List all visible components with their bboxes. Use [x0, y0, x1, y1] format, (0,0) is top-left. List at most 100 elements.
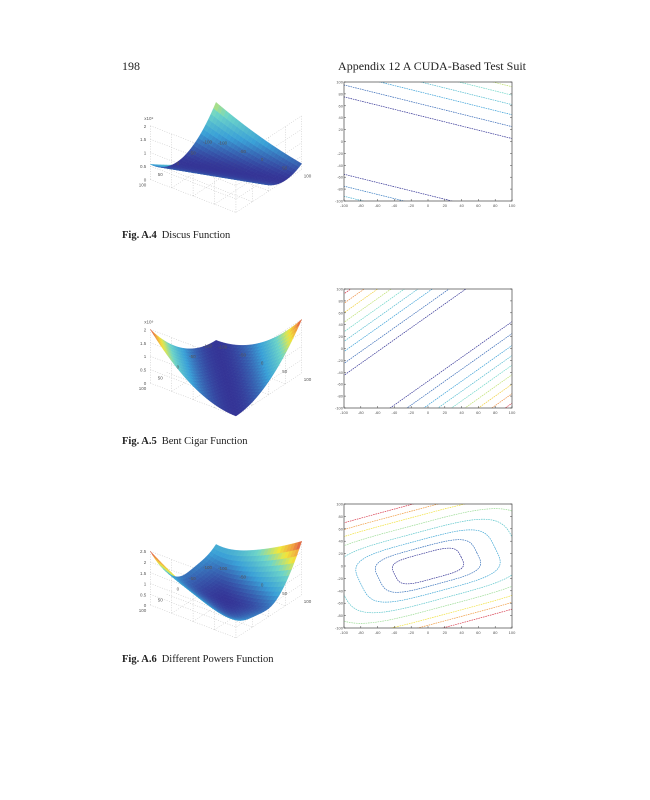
x-tick-label: -40	[392, 203, 399, 208]
x-tick-label: 20	[443, 203, 448, 208]
contour-line	[378, 82, 512, 116]
y-tick-label: 50	[158, 597, 164, 602]
x-tick-label: 40	[459, 410, 464, 415]
y-tick-label: 80	[339, 514, 344, 519]
z-tick-label: 2	[144, 327, 147, 332]
x-tick-label: -20	[408, 630, 415, 635]
surface-plot: 0 0.5 1 1.5 2 x10⁹ -100 -100 -50 -50 0 0 50 50 100 100	[139, 101, 312, 213]
x-tick-label: -20	[408, 410, 415, 415]
x-tick-label: 60	[476, 203, 481, 208]
contour-line	[344, 508, 512, 624]
x-tick-label: -40	[392, 630, 399, 635]
y-tick-label: -100	[335, 199, 344, 204]
contour-line	[437, 355, 512, 408]
figure-label: Fig. A.6	[122, 654, 157, 665]
contour-line	[419, 82, 512, 105]
y-tick-label: 60	[339, 526, 344, 531]
x-tick-label: 60	[476, 630, 481, 635]
contour-line	[344, 289, 406, 333]
x-tick-label: 80	[493, 410, 498, 415]
figure-a5: 0 0.5 1 1.5 2 x10⁹ -100 -100 -50 -50 0 0 50 50 100 100 …	[0, 285, 650, 455]
x-tick-label: -100	[218, 141, 228, 146]
x-tick-label: -50	[239, 574, 246, 579]
z-exponent-label: x10⁹	[144, 319, 153, 324]
x-tick-label: 20	[443, 410, 448, 415]
z-tick-label: 1.5	[140, 137, 147, 142]
z-tick-label: 0	[144, 381, 147, 386]
grid-line	[150, 584, 302, 628]
contour-line	[355, 529, 501, 603]
y-tick-label: -100	[203, 565, 213, 570]
contour-line	[330, 210, 518, 213]
z-tick-label: 0.5	[140, 368, 147, 373]
contour-plot: -100 -80 -60 -40 -20 0 20 40 60 80 100 100 80 60 40 20 0…	[335, 287, 516, 416]
y-tick-label: 60	[339, 310, 344, 315]
y-tick-label: -100	[335, 626, 344, 631]
y-tick-label: -40	[337, 370, 344, 375]
x-tick-label: 100	[509, 410, 516, 415]
contour-line	[406, 333, 512, 408]
grid-line	[150, 372, 302, 417]
page-number: 198	[122, 59, 140, 73]
y-tick-label: 60	[339, 103, 344, 108]
caption-text: Different Powers Function	[161, 654, 274, 665]
x-tick-label: 100	[509, 203, 516, 208]
x-tick-label: 100	[304, 599, 312, 604]
y-tick-label: -60	[337, 601, 344, 606]
z-tick-label: 0.5	[140, 164, 147, 169]
plot-frame	[343, 288, 513, 409]
x-tick-label: -100	[340, 410, 349, 415]
y-tick-label: 100	[336, 80, 343, 85]
y-tick-label: -80	[337, 613, 344, 618]
x-tick-label: -100	[218, 566, 228, 571]
contour-line	[374, 539, 482, 593]
x-tick-label: -40	[392, 410, 399, 415]
contour-line	[344, 504, 512, 628]
surface-patch	[213, 544, 220, 551]
y-tick-label: 100	[139, 183, 147, 188]
y-tick-label: -40	[337, 588, 344, 593]
y-tick-label: 20	[339, 334, 344, 339]
surface-mesh	[150, 101, 303, 186]
caption-text: Bent Cigar Function	[161, 436, 248, 447]
plot-frame	[343, 81, 513, 202]
grid-line	[166, 168, 253, 202]
contour-line	[344, 289, 365, 304]
surface-plot: 0 0.5 1 1.5 2 2.5 -100 -100 -50 -50 0 0 50 50 100 100	[139, 541, 312, 639]
grid-line	[150, 129, 302, 173]
y-tick-label: -80	[337, 187, 344, 192]
y-tick-label: 80	[339, 91, 344, 96]
contour-line	[344, 289, 450, 364]
x-tick-label: 40	[459, 630, 464, 635]
y-tick-label: 40	[339, 115, 344, 120]
grid-line	[150, 155, 302, 200]
figure-caption: Fig. A.5 Bent Cigar Function	[122, 436, 247, 447]
x-tick-label: 50	[282, 165, 288, 170]
y-tick-label: 0	[341, 139, 344, 144]
x-tick-label: 100	[304, 174, 312, 179]
grid-line	[150, 319, 302, 363]
x-tick-label: -80	[358, 630, 365, 635]
y-tick-label: -20	[337, 576, 344, 581]
x-tick-label: 100	[509, 630, 516, 635]
y-tick-label: 100	[139, 386, 147, 391]
running-title: Appendix 12 A CUDA-Based Test Suit	[338, 59, 526, 73]
y-tick-label: -40	[337, 163, 344, 168]
x-tick-label: -50	[239, 353, 246, 358]
grid-line	[150, 562, 302, 606]
contour-line	[344, 84, 512, 127]
surface-mesh	[150, 541, 303, 621]
contour-line	[391, 547, 465, 585]
x-tick-label: -80	[358, 410, 365, 415]
contour-line	[344, 173, 454, 201]
y-tick-label: 20	[339, 551, 344, 556]
z-tick-label: 2.5	[140, 549, 147, 554]
contour-lines	[344, 504, 512, 628]
y-tick-label: -20	[337, 358, 344, 363]
x-tick-label: 50	[282, 369, 288, 374]
contour-line	[344, 289, 352, 295]
x-tick-label: -60	[375, 410, 382, 415]
contour-line	[457, 82, 512, 96]
x-tick-label: 0	[261, 583, 264, 588]
x-tick-label: -80	[358, 203, 365, 208]
